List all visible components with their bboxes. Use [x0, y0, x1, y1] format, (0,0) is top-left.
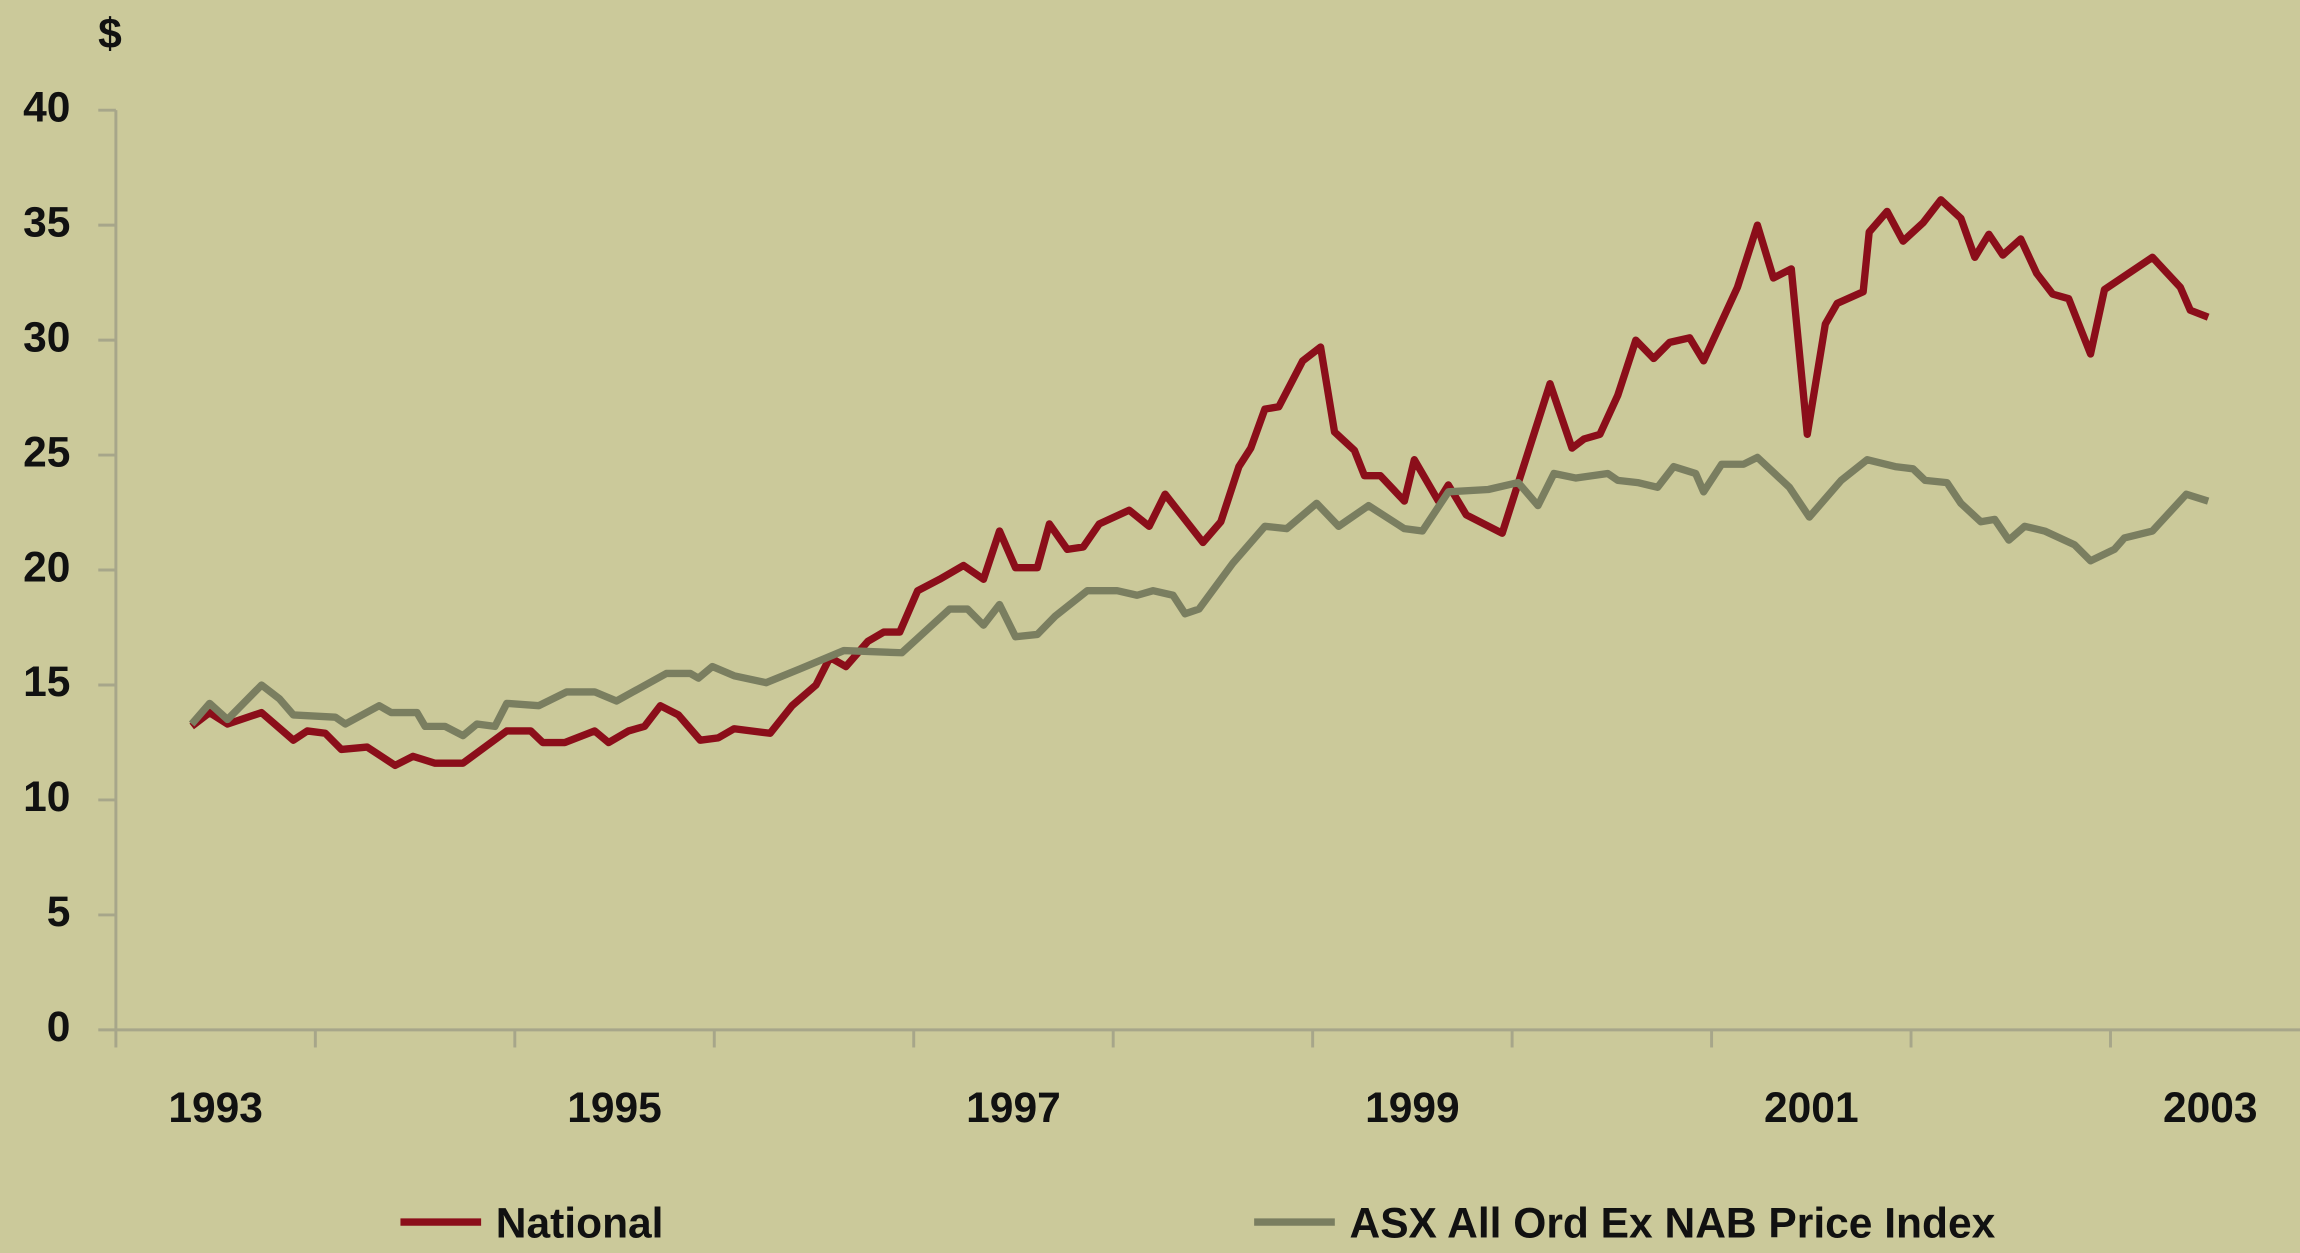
x-tick-label: 1995: [567, 1084, 662, 1132]
y-axis-label: $: [98, 10, 122, 58]
y-tick-label: 0: [47, 1003, 71, 1051]
x-tick-label: 1999: [1365, 1084, 1460, 1132]
legend-label: National: [496, 1200, 664, 1248]
y-tick-label: 15: [23, 658, 70, 706]
y-tick-label: 10: [23, 773, 70, 821]
y-tick-label: 20: [23, 543, 70, 591]
y-tick-label: 25: [23, 428, 70, 476]
y-tick-label: 35: [23, 198, 70, 246]
x-tick-label: 2001: [1764, 1084, 1859, 1132]
y-tick-label: 5: [47, 888, 71, 936]
y-tick-label: 40: [23, 83, 70, 131]
legend-label: ASX All Ord Ex NAB Price Index: [1349, 1200, 1995, 1248]
series-line: [188, 453, 2210, 740]
x-tick-label: 2003: [2163, 1084, 2258, 1132]
x-tick-label: 1997: [966, 1084, 1061, 1132]
series-line: [189, 196, 2210, 770]
y-tick-label: 30: [23, 313, 70, 361]
x-tick-label: 1993: [168, 1084, 263, 1132]
